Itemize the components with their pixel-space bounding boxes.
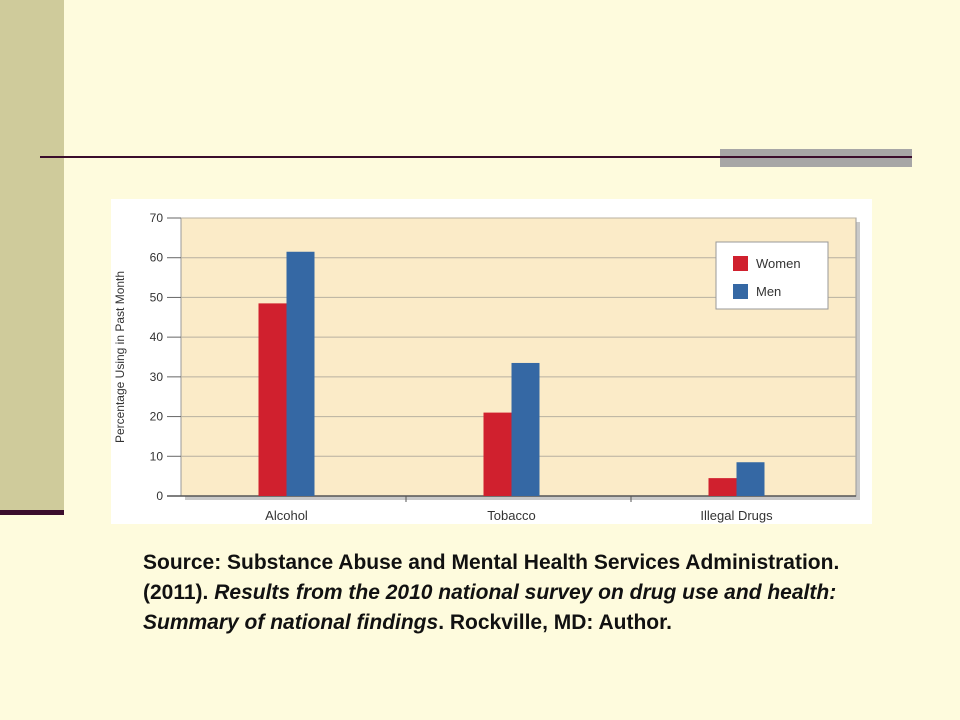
y-tick-label: 10	[150, 449, 164, 463]
source-text: Source: Substance Abuse and Mental Healt…	[143, 551, 840, 604]
y-axis-label: Percentage Using in Past Month	[113, 271, 127, 443]
legend-swatch	[733, 256, 748, 271]
bar-women-alcohol	[258, 303, 287, 496]
legend-label: Men	[756, 284, 781, 299]
y-tick-label: 60	[150, 251, 164, 265]
y-tick-label: 40	[150, 330, 164, 344]
bar-men-illegal-drugs	[736, 462, 765, 496]
source-title: Results from the 2010 national survey on…	[143, 581, 837, 634]
sidebar-band	[0, 0, 64, 510]
title-rule	[40, 156, 912, 158]
x-tick-label: Illegal Drugs	[700, 508, 773, 523]
source-location: . Rockville, MD: Author.	[438, 611, 672, 634]
y-tick-label: 0	[156, 489, 163, 503]
source-citation: Source: Substance Abuse and Mental Healt…	[143, 548, 863, 638]
y-tick-label: 20	[150, 410, 164, 424]
y-tick-label: 50	[150, 290, 164, 304]
bar-men-alcohol	[286, 251, 315, 496]
title-accent-bar	[720, 149, 912, 167]
x-tick-label: Tobacco	[487, 508, 535, 523]
bar-women-tobacco	[483, 412, 512, 496]
legend-swatch	[733, 284, 748, 299]
y-tick-label: 70	[150, 211, 164, 225]
bar-men-tobacco	[511, 362, 540, 496]
sidebar-rule	[0, 510, 64, 515]
bar-women-illegal-drugs	[708, 478, 737, 496]
chart-panel: 0 10 20 30 40 50 60 70 Percentage Using in Past …	[111, 199, 872, 524]
title-accent-rule	[720, 156, 912, 158]
x-tick-label: Alcohol	[265, 508, 308, 523]
legend-label: Women	[756, 256, 801, 271]
y-tick-label: 30	[150, 370, 164, 384]
bar-chart: 0 10 20 30 40 50 60 70 Percentage Using in Past …	[113, 211, 860, 523]
